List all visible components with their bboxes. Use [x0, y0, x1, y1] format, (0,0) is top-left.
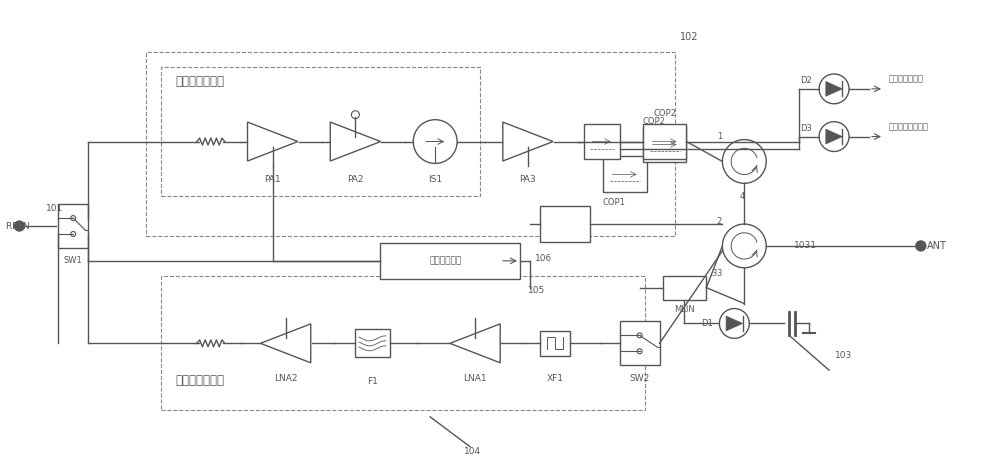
Circle shape [719, 308, 749, 338]
Text: 103: 103 [835, 351, 853, 360]
Text: ANT: ANT [927, 241, 947, 251]
Bar [643, 123, 686, 159]
Polygon shape [450, 324, 500, 363]
Polygon shape [726, 316, 743, 331]
Circle shape [722, 224, 766, 268]
Circle shape [819, 74, 849, 104]
Circle shape [916, 241, 926, 251]
Text: MLIN: MLIN [674, 305, 695, 314]
Text: COP1: COP1 [603, 198, 626, 207]
Text: 104: 104 [464, 447, 481, 456]
Text: IS1: IS1 [428, 175, 442, 184]
Text: 102: 102 [680, 32, 698, 42]
Circle shape [71, 216, 76, 220]
Text: 1031: 1031 [794, 241, 817, 250]
Text: PA2: PA2 [347, 175, 364, 184]
Text: 4: 4 [740, 192, 745, 201]
Text: 2: 2 [717, 217, 722, 226]
Circle shape [722, 139, 766, 183]
Text: 1: 1 [717, 132, 722, 141]
Circle shape [637, 349, 642, 354]
Polygon shape [248, 122, 298, 161]
Bar [620, 322, 660, 365]
Text: COP2: COP2 [653, 109, 676, 118]
Text: PA1: PA1 [264, 175, 281, 184]
Text: 106: 106 [535, 254, 552, 263]
Text: PA3: PA3 [520, 175, 536, 184]
Text: LNA1: LNA1 [463, 374, 487, 383]
Bar [540, 206, 590, 242]
Bar [355, 329, 390, 357]
Text: LNA2: LNA2 [274, 374, 297, 383]
Bar [663, 276, 706, 300]
Bar [603, 157, 647, 192]
Text: 反向功率检测信号: 反向功率检测信号 [889, 122, 929, 131]
Bar [540, 331, 570, 356]
Polygon shape [826, 129, 842, 144]
Text: 3: 3 [712, 269, 717, 278]
Polygon shape [260, 324, 311, 363]
Text: 3: 3 [717, 269, 722, 278]
Text: D3: D3 [800, 124, 812, 133]
Bar [380, 243, 520, 279]
Circle shape [413, 120, 457, 164]
Text: SW1: SW1 [64, 256, 83, 265]
Text: 收发控制电路: 收发控制电路 [429, 256, 461, 265]
Text: 105: 105 [528, 286, 545, 295]
Bar [161, 67, 480, 196]
Circle shape [14, 221, 24, 231]
Circle shape [819, 122, 849, 151]
Polygon shape [330, 122, 381, 161]
Text: COP2: COP2 [643, 117, 665, 126]
Text: 第二温补衰减器: 第二温补衰减器 [176, 374, 225, 387]
Text: 正功率检测信号: 正功率检测信号 [889, 75, 924, 83]
Text: 第一温补衰减器: 第一温补衰减器 [176, 75, 225, 89]
Polygon shape [503, 122, 553, 161]
Text: 101: 101 [46, 204, 64, 212]
Bar [643, 127, 686, 163]
Bar [584, 123, 620, 159]
Polygon shape [826, 82, 842, 96]
Text: XF1: XF1 [546, 374, 563, 383]
Circle shape [351, 111, 359, 119]
Text: D2: D2 [800, 76, 812, 85]
Bar [161, 276, 645, 410]
Bar [58, 204, 88, 248]
Text: RF IN: RF IN [6, 221, 30, 231]
Text: D1: D1 [701, 319, 712, 328]
Circle shape [637, 333, 642, 338]
Circle shape [71, 232, 76, 236]
Text: SW2: SW2 [629, 374, 650, 383]
Text: F1: F1 [367, 377, 378, 385]
Bar [146, 52, 675, 236]
